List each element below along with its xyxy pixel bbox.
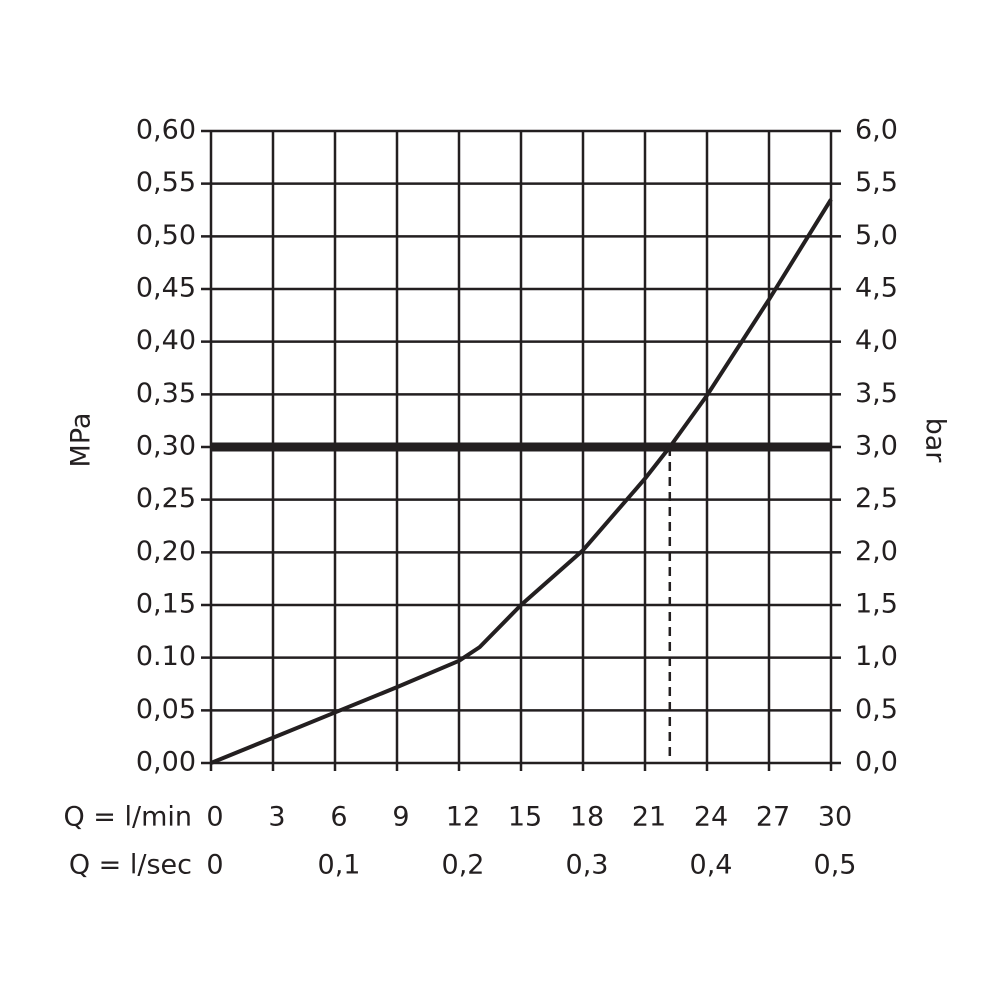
y-tick-label: 0,45: [136, 273, 196, 304]
y-tick-label: 0,30: [136, 431, 196, 462]
y-tick-label: 0,50: [136, 220, 196, 251]
x-tick-label: 9: [392, 802, 409, 833]
x-tick-label: 27: [756, 802, 790, 833]
y2-tick-label: 2,5: [855, 483, 898, 514]
x-tick-label: 30: [818, 802, 852, 833]
y-tick-label: 0,05: [136, 694, 196, 725]
y2-tick-label: 0,0: [855, 747, 898, 778]
y-tick-label: 0,15: [136, 589, 196, 620]
x-tick-label: 6: [330, 802, 347, 833]
y-tick-label: 0,60: [136, 115, 196, 146]
data-line: [210, 198, 833, 765]
x-tick-label: 24: [694, 802, 728, 833]
x2-tick-label: 0: [206, 850, 223, 881]
y2-tick-label: 2,0: [855, 536, 898, 567]
x-tick-label: 3: [268, 802, 285, 833]
y2-tick-label: 4,0: [855, 325, 898, 356]
y-tick-label: 0.10: [136, 641, 196, 672]
y-tick-label: 0,00: [136, 747, 196, 778]
y2-tick-label: 0,5: [855, 694, 898, 725]
x-tick-label: 21: [632, 802, 666, 833]
x2-tick-label: 0,5: [814, 850, 857, 881]
x2-axis-label: Q = l/sec: [69, 850, 192, 881]
y2-axis-label: bar: [920, 418, 951, 464]
x2-tick-label: 0,1: [318, 850, 361, 881]
y2-tick-label: 6,0: [855, 115, 898, 146]
y-tick-label: 0,25: [136, 483, 196, 514]
y2-tick-label: 5,5: [855, 167, 898, 198]
y2-tick-label: 1,0: [855, 641, 898, 672]
y-tick-label: 0,35: [136, 378, 196, 409]
x-tick-label: 12: [446, 802, 480, 833]
y2-tick-label: 3,0: [855, 431, 898, 462]
x-axis-label: Q = l/min: [63, 802, 192, 833]
y2-tick-label: 3,5: [855, 378, 898, 409]
x2-tick-label: 0,2: [442, 850, 485, 881]
x2-tick-label: 0,3: [566, 850, 609, 881]
y-tick-label: 0,20: [136, 536, 196, 567]
y-axis-label: MPa: [66, 413, 97, 468]
x-tick-label: 18: [570, 802, 604, 833]
y2-tick-label: 4,5: [855, 273, 898, 304]
x-tick-label: 0: [206, 802, 223, 833]
x-tick-label: 15: [508, 802, 542, 833]
y2-tick-label: 1,5: [855, 589, 898, 620]
x2-tick-label: 0,4: [690, 850, 733, 881]
y2-tick-label: 5,0: [855, 220, 898, 251]
y-tick-label: 0,40: [136, 325, 196, 356]
y-tick-label: 0,55: [136, 167, 196, 198]
